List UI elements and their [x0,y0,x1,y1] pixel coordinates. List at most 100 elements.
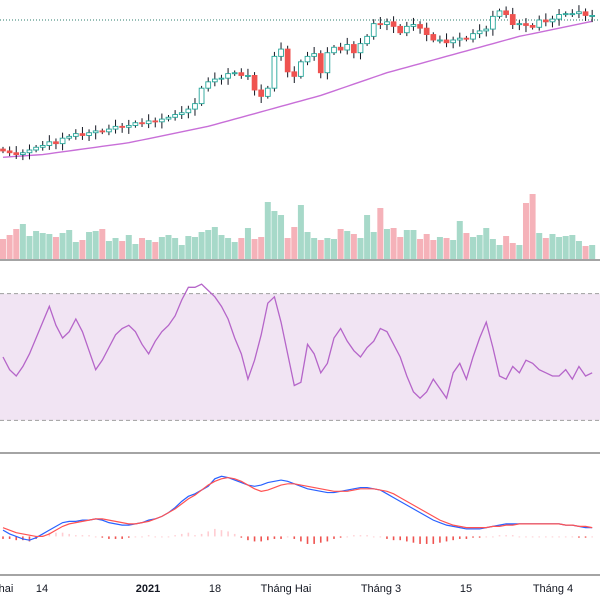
volume-bar [569,235,576,259]
candle-up [556,14,562,20]
volume-bar [503,236,510,259]
volume-bar [483,228,490,259]
volume-bar [370,232,377,259]
volume-bar [357,238,364,259]
volume-bar [231,242,238,259]
volume-bar [145,240,152,259]
candle-up [437,39,443,42]
macd-histogram-bar [227,531,229,537]
volume-bar [211,227,218,259]
volume-bar [278,215,285,259]
volume-bar [291,227,298,259]
macd-histogram-bar [465,536,468,539]
candle-up [357,43,364,54]
volume-bar [456,221,463,259]
volume-bar [271,211,278,259]
volume-bar [542,238,549,259]
volume-bar [496,245,503,259]
candle-up [589,15,596,17]
candle-up [536,19,543,28]
rsi-band-group [0,293,600,421]
volume-bar [476,235,483,259]
volume-bar [470,237,477,259]
macd-histogram [2,528,593,544]
candle-up [92,130,99,134]
candle-up [278,48,284,57]
volume-bar [324,238,331,259]
volume-bar [589,245,596,259]
volume-bar [317,240,324,259]
candle-up [231,72,238,75]
macd-histogram-bar [511,535,514,537]
volume-bar [152,242,159,259]
macd-histogram-bar [81,535,84,537]
candle-down [503,10,509,15]
candle-up [159,118,165,123]
volume-bar [337,229,344,259]
macd-histogram-bar [452,536,454,541]
macd-histogram-bar [108,536,110,539]
macd-histogram-bar [306,536,309,544]
candle-up [470,33,476,40]
candle-down [251,75,258,91]
candle-up [26,149,33,154]
macd-histogram-bar [333,536,335,539]
candle-down [509,14,516,25]
candle-up [483,28,490,32]
volume-bar [185,236,192,259]
macd-histogram-bar [121,536,123,539]
candle-up [331,46,337,54]
macd-histogram-bar [240,536,243,538]
candle-up [205,81,212,89]
macd-histogram-bar [167,536,170,538]
macd-histogram-bar [280,536,282,539]
volume-bar [509,243,516,259]
volume-bar [304,232,311,259]
candle-down [529,25,536,28]
candle-down [79,133,86,136]
macd-histogram-bar [207,531,210,537]
volume-bar [575,241,582,259]
candle-up [364,35,370,45]
candle-up [112,125,119,130]
volume-bar [26,236,33,259]
candle-up [225,73,231,79]
rsi-band-fill [0,293,600,421]
volume-bar [13,229,20,259]
candle-up [562,13,569,16]
moving-average-group [2,20,593,158]
candle-up [66,135,73,139]
volume-bar [86,232,93,259]
volume-bar [132,244,139,259]
macd-histogram-bar [545,536,547,538]
candle-up [106,128,112,133]
volume-bar [59,233,66,259]
volume-bar [297,205,304,259]
signal-line [2,476,593,538]
macd-histogram-bar [220,530,223,537]
volume-bar [105,241,112,259]
macd-histogram-bar [233,533,236,537]
macd-histogram-bar [180,533,183,537]
rsi-line [2,283,593,400]
macd-histogram-bar [571,536,574,538]
macd-histogram-bar [445,536,448,542]
macd-histogram-bar [174,535,176,537]
candle-up [46,141,53,146]
candle-up [39,145,46,148]
candle-down [284,48,291,73]
candle-down [258,89,265,97]
macd-histogram-bar [134,536,137,538]
macd-histogram-bar [161,536,163,538]
candle-up [165,116,172,120]
volume-bar [536,233,543,259]
macd-histogram-bar [485,536,488,538]
volume-bar [52,237,59,259]
macd-histogram-bar [359,535,362,537]
macd-histogram-bar [200,533,203,537]
macd-histogram-bar [286,536,289,538]
candle-up [245,75,251,77]
candle-up [20,152,26,155]
x-axis-ticks: hai 14 2021 18 Tháng Hai Tháng 3 15 Tháng 4 [0,583,573,595]
candle-down [317,53,324,74]
